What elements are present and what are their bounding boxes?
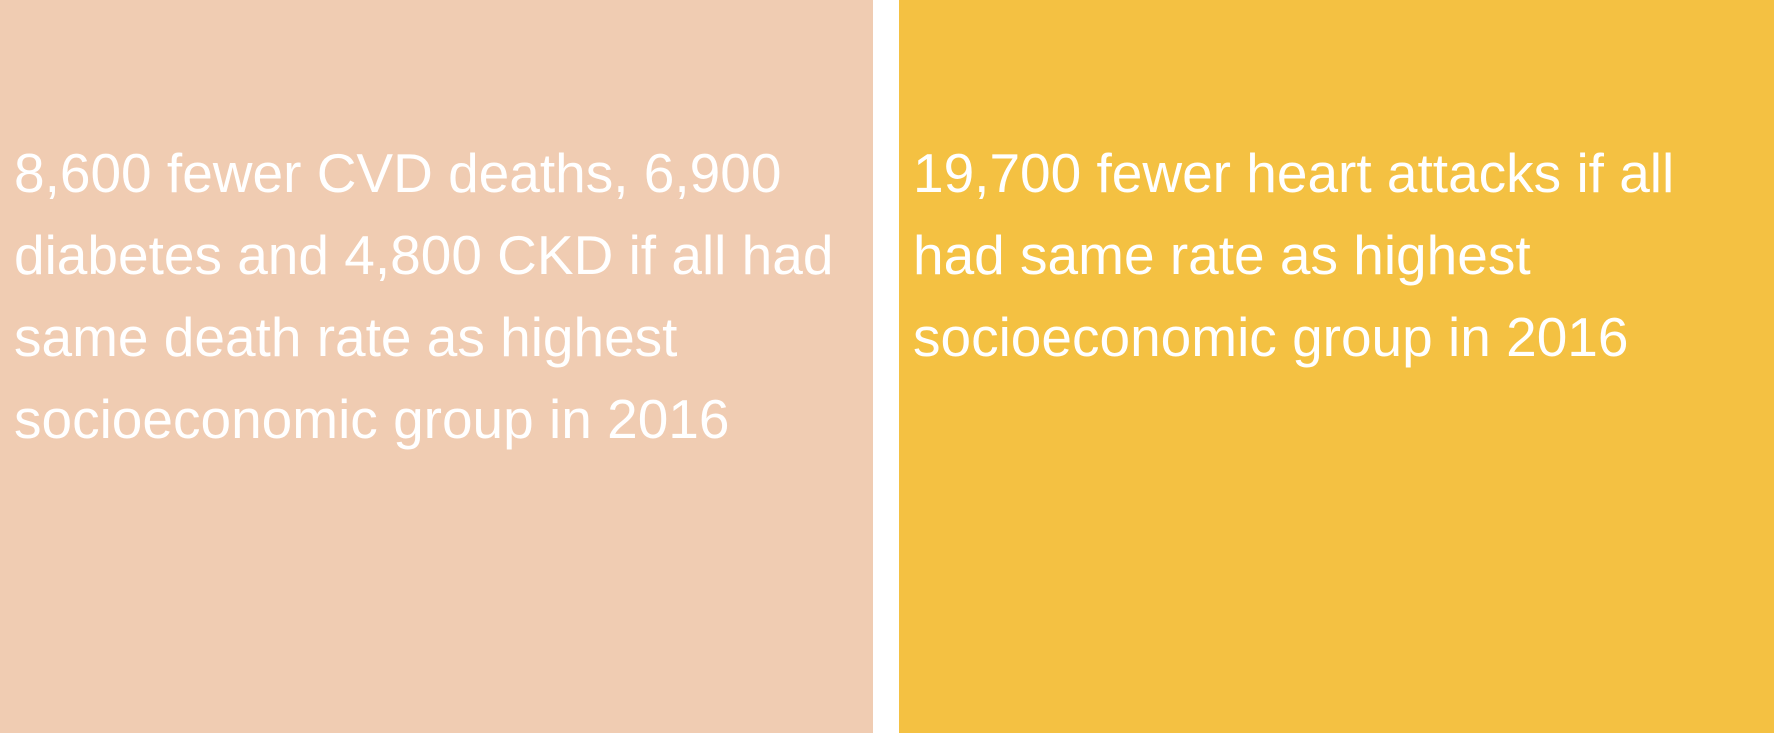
- cvd-deaths-statement: 8,600 fewer CVD deaths, 6,900 diabetes a…: [14, 142, 834, 450]
- heart-attacks-statement: 19,700 fewer heart attacks if all had sa…: [913, 142, 1675, 368]
- cvd-deaths-tile: 8,600 fewer CVD deaths, 6,900 diabetes a…: [0, 0, 873, 733]
- heart-attacks-tile: 19,700 fewer heart attacks if all had sa…: [899, 0, 1774, 733]
